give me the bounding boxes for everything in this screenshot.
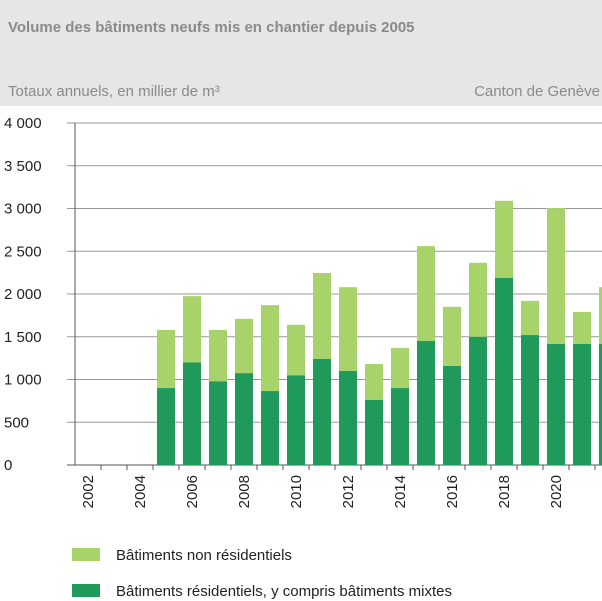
bar-segment xyxy=(261,391,279,465)
bar-segment xyxy=(443,365,461,465)
bar-segment xyxy=(547,208,565,345)
bar-segment xyxy=(287,375,305,465)
x-tick-label: 2014 xyxy=(392,475,409,508)
x-tick-label: 2008 xyxy=(236,475,253,508)
y-tick-label: 1 500 xyxy=(4,329,42,346)
y-tick-label: 2 000 xyxy=(4,286,42,303)
bar-segment xyxy=(469,262,487,337)
y-tick-label: 4 000 xyxy=(4,115,42,132)
x-tick-label: 2006 xyxy=(184,475,201,508)
bar-segment xyxy=(365,400,383,465)
bar-segment xyxy=(339,287,357,371)
bar-segment xyxy=(313,358,331,465)
bar-segment xyxy=(417,341,435,465)
bar-segment xyxy=(235,318,253,374)
bar-segment xyxy=(339,370,357,465)
bar-segment xyxy=(495,200,513,278)
bar-segment xyxy=(313,273,331,359)
region: Canton de Genève xyxy=(474,83,600,100)
bar-segment xyxy=(417,246,435,342)
x-tick-label: 2004 xyxy=(132,475,149,508)
bar-segment xyxy=(183,362,201,465)
legend-swatch xyxy=(72,548,100,561)
bar-segment xyxy=(183,296,201,363)
x-tick-label: 2002 xyxy=(80,475,97,508)
x-tick-label: 2012 xyxy=(340,475,357,508)
bar-segment xyxy=(599,287,602,345)
y-tick-label: 3 500 xyxy=(4,158,42,175)
bar-segment xyxy=(287,324,305,376)
bar-segment xyxy=(521,300,539,336)
bar-segment xyxy=(209,381,227,465)
bar-segment xyxy=(521,335,539,465)
bar-segment xyxy=(235,373,253,465)
x-tick-label: 2016 xyxy=(444,475,461,508)
legend-label: Bâtiments non résidentiels xyxy=(116,547,292,564)
bar-segment xyxy=(209,329,227,382)
x-tick-label: 2018 xyxy=(496,475,513,508)
y-tick-label: 2 500 xyxy=(4,243,42,260)
x-tick-label: 2022 p xyxy=(600,475,602,521)
bar-segment xyxy=(573,311,591,345)
bar-segment xyxy=(157,388,175,465)
y-tick-label: 3 000 xyxy=(4,201,42,218)
bar-segment xyxy=(157,329,175,389)
subtitle: Totaux annuels, en millier de m³ xyxy=(8,83,220,100)
bar-segment xyxy=(261,305,279,392)
chart-title: Volume des bâtiments neufs mis en chanti… xyxy=(8,19,415,36)
bar-segment xyxy=(573,344,591,465)
y-tick-label: 1 000 xyxy=(4,372,42,389)
legend-label: Bâtiments résidentiels, y compris bâtime… xyxy=(116,583,452,600)
bar-segment xyxy=(443,306,461,366)
bar-segment xyxy=(495,277,513,465)
x-tick-label: 2010 xyxy=(288,475,305,508)
bar-segment xyxy=(599,344,602,465)
legend-swatch xyxy=(72,584,100,597)
bar-segment xyxy=(391,347,409,389)
bar-segment xyxy=(391,388,409,465)
y-tick-label: 500 xyxy=(4,414,29,431)
header-background xyxy=(0,0,602,106)
x-tick-label: 2020 xyxy=(548,475,565,508)
y-tick-label: 0 xyxy=(4,457,12,474)
bar-segment xyxy=(469,336,487,465)
bar-segment xyxy=(365,364,383,401)
bar-segment xyxy=(547,344,565,465)
